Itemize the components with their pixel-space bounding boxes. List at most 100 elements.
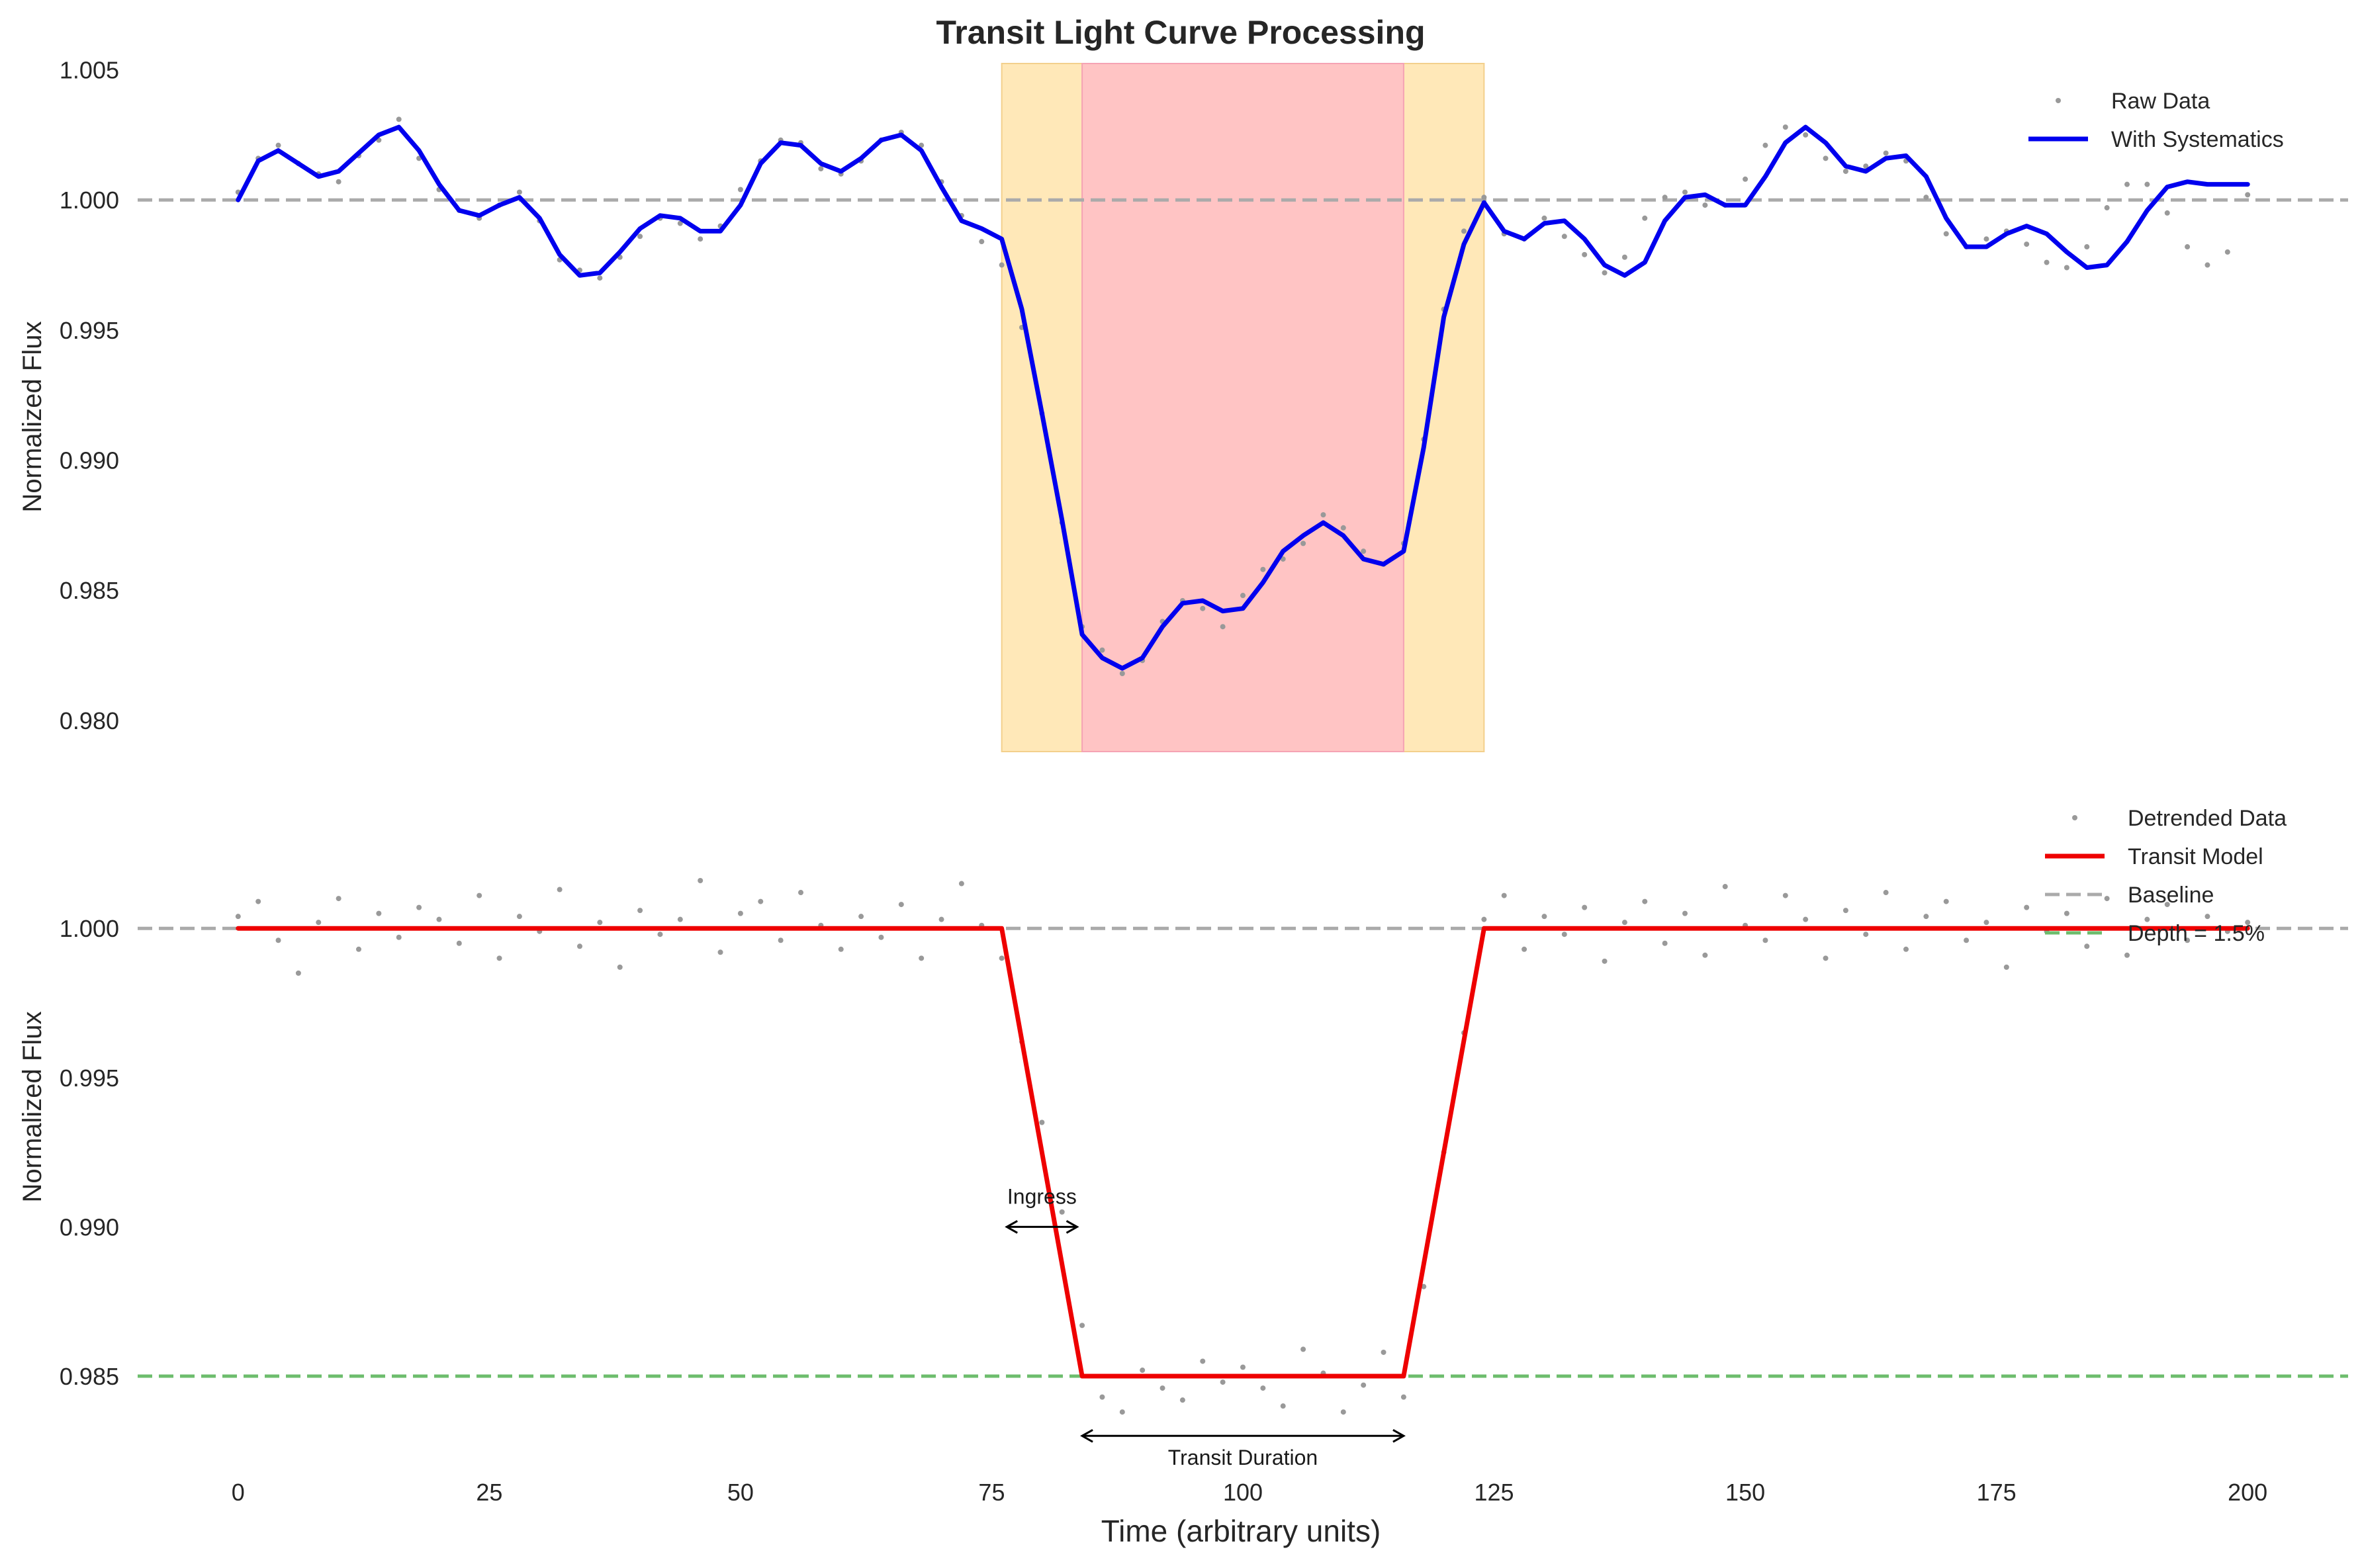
- detrended-data-point: [456, 940, 462, 946]
- detrended-data-point: [1803, 916, 1809, 922]
- detrended-data-point: [2104, 896, 2110, 902]
- x-tick-label: 175: [1977, 1479, 2017, 1506]
- detrended-data-point: [1943, 898, 1949, 904]
- raw-data-point: [2144, 181, 2150, 187]
- top-y-tick-label: 0.990: [60, 447, 119, 474]
- bottom-ylabel: Normalized Flux: [18, 1012, 47, 1203]
- raw-data-point: [1582, 251, 1588, 257]
- top-y-tick-label: 0.985: [60, 577, 119, 604]
- arrow-head: [1080, 1428, 1093, 1443]
- detrended-data-point: [1280, 1403, 1286, 1409]
- detrended-data-point: [898, 902, 904, 908]
- raw-data-point: [1642, 215, 1648, 221]
- detrended-data-point: [1240, 1364, 1246, 1370]
- bottom-legend: Detrended Data Transit Model Baseline Depth…: [2045, 806, 2287, 946]
- detrended-data-point: [2124, 952, 2130, 958]
- detrended-data-point: [1782, 893, 1788, 898]
- raw-data-point: [737, 187, 743, 193]
- raw-data-point: [2224, 249, 2230, 255]
- detrended-data-point: [1702, 952, 1708, 958]
- x-tick-label: 125: [1475, 1479, 1514, 1506]
- raw-data-point: [2044, 259, 2050, 265]
- raw-data-point: [516, 189, 522, 195]
- detrended-data-point: [1923, 914, 1929, 920]
- detrended-data-point: [577, 943, 582, 949]
- raw-data-point: [1119, 671, 1125, 677]
- detrended-data-point: [698, 878, 704, 884]
- detrended-data-point: [1200, 1358, 1206, 1364]
- raw-data-point: [1260, 566, 1266, 572]
- raw-data-point: [275, 142, 281, 148]
- bottom-y-tick-label: 0.995: [60, 1065, 119, 1092]
- detrended-data-point: [1903, 946, 1909, 952]
- x-tick-label: 0: [232, 1479, 245, 1506]
- raw-data-point: [1361, 548, 1367, 554]
- figure-title: Transit Light Curve Processing: [936, 14, 1425, 51]
- raw-data-point: [818, 166, 824, 172]
- detrended-data-point: [2164, 902, 2170, 908]
- detrended-data-point: [1642, 898, 1648, 904]
- detrended-data-point: [758, 898, 764, 904]
- top-shaded-regions: [1001, 63, 1485, 752]
- bottom-y-tick-label: 0.985: [60, 1363, 119, 1390]
- detrended-data-point: [938, 916, 944, 922]
- detrended-data-point: [677, 916, 683, 922]
- x-tick-label: 200: [2228, 1479, 2267, 1506]
- detrended-data-point: [1039, 1119, 1045, 1125]
- raw-data-point: [336, 179, 341, 185]
- top-y-tick-label: 0.995: [60, 317, 119, 344]
- detrended-data-point: [1140, 1368, 1146, 1373]
- detrended-data-point: [1179, 1397, 1185, 1403]
- raw-data-point: [637, 234, 643, 240]
- raw-data-point: [1280, 556, 1286, 562]
- detrended-data-point: [919, 955, 925, 961]
- raw-data-point: [979, 239, 985, 245]
- detrended-data-point: [376, 910, 382, 916]
- x-tick-label: 75: [978, 1479, 1005, 1506]
- detrended-data-point: [778, 937, 784, 943]
- raw-data-point: [1762, 142, 1768, 148]
- detrended-data-point: [1964, 937, 1970, 943]
- arrow-head: [1005, 1220, 1018, 1234]
- raw-data-point: [1983, 236, 1989, 242]
- raw-data-point: [1923, 195, 1929, 200]
- top-legend: Raw Data With Systematics: [2028, 89, 2284, 152]
- x-tick-label: 100: [1223, 1479, 1263, 1506]
- detrended-data-point: [1381, 1349, 1386, 1355]
- full-transit-shade: [1081, 63, 1404, 752]
- legend-marker-points: [2072, 815, 2077, 820]
- detrended-data-point: [436, 916, 442, 922]
- raw-data-point: [1823, 155, 1829, 161]
- arrow-head: [1066, 1220, 1079, 1234]
- raw-data-point: [1561, 234, 1567, 240]
- arrow-head: [1392, 1428, 1406, 1443]
- raw-data-point: [2084, 244, 2090, 250]
- detrended-data-point: [477, 893, 482, 898]
- top-y-ticks: 0.980 0.985 0.990 0.995 1.000 1.005: [60, 57, 119, 734]
- legend-label: With Systematics: [2111, 127, 2284, 152]
- top-y-tick-label: 1.000: [60, 187, 119, 214]
- bottom-annotations: Ingress Transit Duration: [1005, 1184, 1406, 1469]
- detrended-data-point: [1762, 937, 1768, 943]
- raw-data-point: [1702, 202, 1708, 208]
- detrended-data-point: [737, 910, 743, 916]
- legend-label: Detrended Data: [2128, 806, 2287, 831]
- detrended-data-point: [1883, 890, 1889, 896]
- raw-data-point: [1220, 624, 1226, 630]
- detrended-data-point: [336, 896, 341, 902]
- detrended-data-point: [1983, 920, 1989, 926]
- detrended-data-point: [557, 887, 563, 893]
- detrended-data-point: [295, 970, 301, 976]
- legend-label: Depth = 1.5%: [2128, 921, 2265, 946]
- legend-label: Baseline: [2128, 883, 2214, 908]
- top-y-tick-label: 0.980: [60, 707, 119, 734]
- x-tick-label: 150: [1725, 1479, 1765, 1506]
- raw-data-point: [1621, 254, 1627, 260]
- raw-data-point: [1602, 270, 1608, 276]
- detrended-data-point: [255, 898, 261, 904]
- detrended-data-point: [1300, 1346, 1306, 1352]
- raw-data-point: [1943, 231, 1949, 237]
- detrended-data-point: [1059, 1209, 1065, 1215]
- detrended-data-point: [1481, 916, 1487, 922]
- detrended-data-point: [597, 920, 603, 926]
